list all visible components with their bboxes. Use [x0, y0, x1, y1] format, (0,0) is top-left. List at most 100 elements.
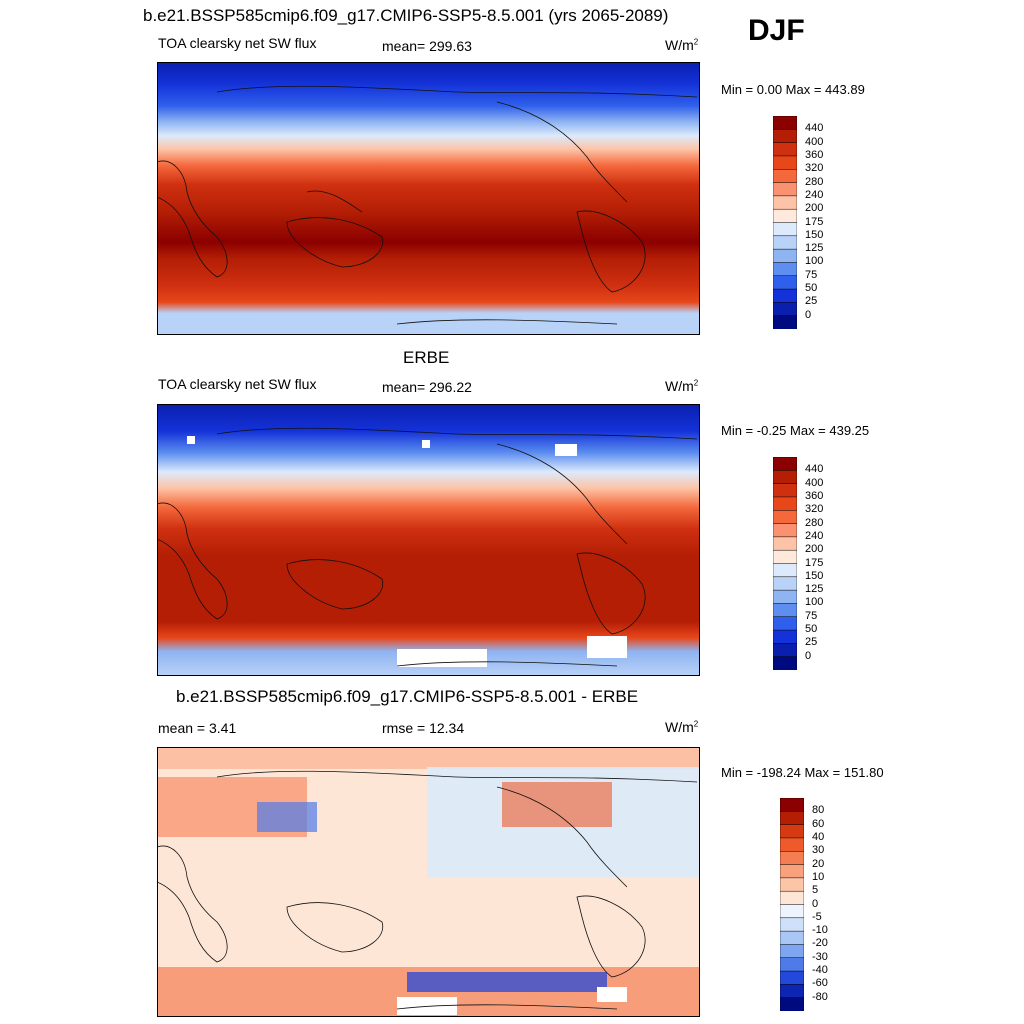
panel-2-missing-patch	[422, 440, 430, 448]
colorbar-swatch	[773, 603, 797, 618]
panel-3-coastlines	[157, 770, 698, 1010]
colorbar-tick-label: 0	[805, 649, 812, 662]
panel-2-missing-patch	[187, 436, 195, 444]
colorbar-tick-label: 40	[812, 830, 825, 843]
colorbar-swatch	[780, 970, 804, 985]
colorbar-tick-label: 125	[805, 242, 824, 255]
colorbar-tick-label: -20	[812, 937, 828, 950]
panel-3-units: W/m2	[665, 719, 699, 735]
panel-1-minmax: Min = 0.00 Max = 443.89	[721, 82, 865, 97]
colorbar-swatch	[773, 155, 797, 170]
colorbar-swatch	[780, 984, 804, 999]
colorbar-tick-label: 280	[805, 516, 824, 529]
colorbar-swatch	[773, 142, 797, 157]
colorbar-tick-label: 5	[812, 884, 819, 897]
panel-3-colorbar	[780, 798, 804, 1011]
colorbar-tick-label: 320	[805, 162, 824, 175]
panel-2-missing-patch	[587, 636, 627, 658]
colorbar-swatch	[773, 457, 797, 471]
panel-1-colorbar	[773, 116, 797, 329]
colorbar-swatch	[773, 629, 797, 644]
colorbar-swatch	[773, 536, 797, 551]
colorbar-tick-label: 50	[805, 623, 818, 636]
colorbar-tick-label: 0	[805, 308, 812, 321]
colorbar-swatch	[773, 116, 797, 130]
panel-2-mean: mean= 296.22	[382, 379, 472, 395]
colorbar-swatch	[773, 302, 797, 317]
panel-1-field	[157, 62, 700, 335]
colorbar-tick-label: 30	[812, 844, 825, 857]
colorbar-tick-label: 25	[805, 295, 818, 308]
colorbar-tick-label: 320	[805, 503, 824, 516]
colorbar-swatch	[773, 510, 797, 525]
panel-3-mean: mean = 3.41	[158, 720, 237, 736]
colorbar-swatch	[780, 824, 804, 839]
panel-2-map	[157, 404, 700, 676]
panel-1-map	[157, 62, 700, 335]
panel-1-coastlines	[157, 85, 698, 325]
colorbar-swatch	[773, 248, 797, 263]
colorbar-tick-label: 200	[805, 543, 824, 556]
colorbar-tick-label: 75	[805, 268, 818, 281]
colorbar-tick-label: 200	[805, 202, 824, 215]
colorbar-tick-label: 150	[805, 569, 824, 582]
panel-2-title: ERBE	[403, 348, 450, 367]
panel-2-units: W/m2	[665, 378, 699, 394]
colorbar-tick-label: 100	[805, 596, 824, 609]
colorbar-tick-label: 10	[812, 870, 825, 883]
season-label: DJF	[748, 14, 805, 47]
colorbar-swatch	[780, 997, 804, 1011]
colorbar-tick-label: 400	[805, 135, 824, 148]
colorbar-swatch	[773, 523, 797, 538]
colorbar-tick-label: 440	[805, 122, 824, 135]
colorbar-tick-label: -80	[812, 990, 828, 1003]
colorbar-swatch	[773, 483, 797, 498]
colorbar-swatch	[773, 182, 797, 197]
colorbar-tick-label: 280	[805, 175, 824, 188]
panel-2-colorbar	[773, 457, 797, 670]
colorbar-tick-label: 50	[805, 282, 818, 295]
colorbar-swatch	[773, 563, 797, 578]
panel-2-missing-patch	[555, 444, 577, 456]
panel-1-title: b.e21.BSSP585cmip6.f09_g17.CMIP6-SSP5-8.…	[143, 6, 669, 25]
colorbar-swatch	[773, 129, 797, 144]
colorbar-tick-label: 240	[805, 188, 824, 201]
colorbar-swatch	[773, 643, 797, 658]
colorbar-swatch	[773, 549, 797, 565]
colorbar-tick-label: -10	[812, 924, 828, 937]
colorbar-tick-label: 440	[805, 463, 824, 476]
colorbar-swatch	[773, 169, 797, 184]
colorbar-tick-label: 360	[805, 148, 824, 161]
colorbar-tick-label: 175	[805, 215, 824, 228]
colorbar-swatch	[773, 235, 797, 250]
colorbar-tick-label: -30	[812, 950, 828, 963]
colorbar-swatch	[780, 944, 804, 959]
colorbar-swatch	[773, 616, 797, 631]
colorbar-swatch	[773, 275, 797, 290]
colorbar-swatch	[773, 496, 797, 511]
colorbar-tick-label: 20	[812, 857, 825, 870]
panel-3-minmax: Min = -198.24 Max = 151.80	[721, 765, 884, 780]
colorbar-tick-label: 25	[805, 636, 818, 649]
panel-2-minmax: Min = -0.25 Max = 439.25	[721, 423, 870, 438]
panel-2-coastlines	[157, 427, 698, 667]
colorbar-tick-label: 240	[805, 529, 824, 542]
colorbar-swatch	[780, 904, 804, 919]
colorbar-tick-label: 400	[805, 476, 824, 489]
colorbar-swatch	[780, 798, 804, 812]
colorbar-swatch	[780, 851, 804, 866]
colorbar-tick-label: -40	[812, 964, 828, 977]
colorbar-swatch	[780, 890, 804, 906]
colorbar-swatch	[773, 576, 797, 591]
colorbar-swatch	[773, 315, 797, 329]
panel-2-field	[157, 404, 700, 676]
colorbar-swatch	[773, 470, 797, 485]
colorbar-swatch	[773, 589, 797, 604]
colorbar-swatch	[773, 222, 797, 237]
colorbar-tick-label: 100	[805, 255, 824, 268]
colorbar-swatch	[773, 288, 797, 303]
colorbar-swatch	[773, 208, 797, 224]
colorbar-swatch	[780, 837, 804, 852]
colorbar-tick-label: -60	[812, 977, 828, 990]
colorbar-tick-label: 150	[805, 228, 824, 241]
